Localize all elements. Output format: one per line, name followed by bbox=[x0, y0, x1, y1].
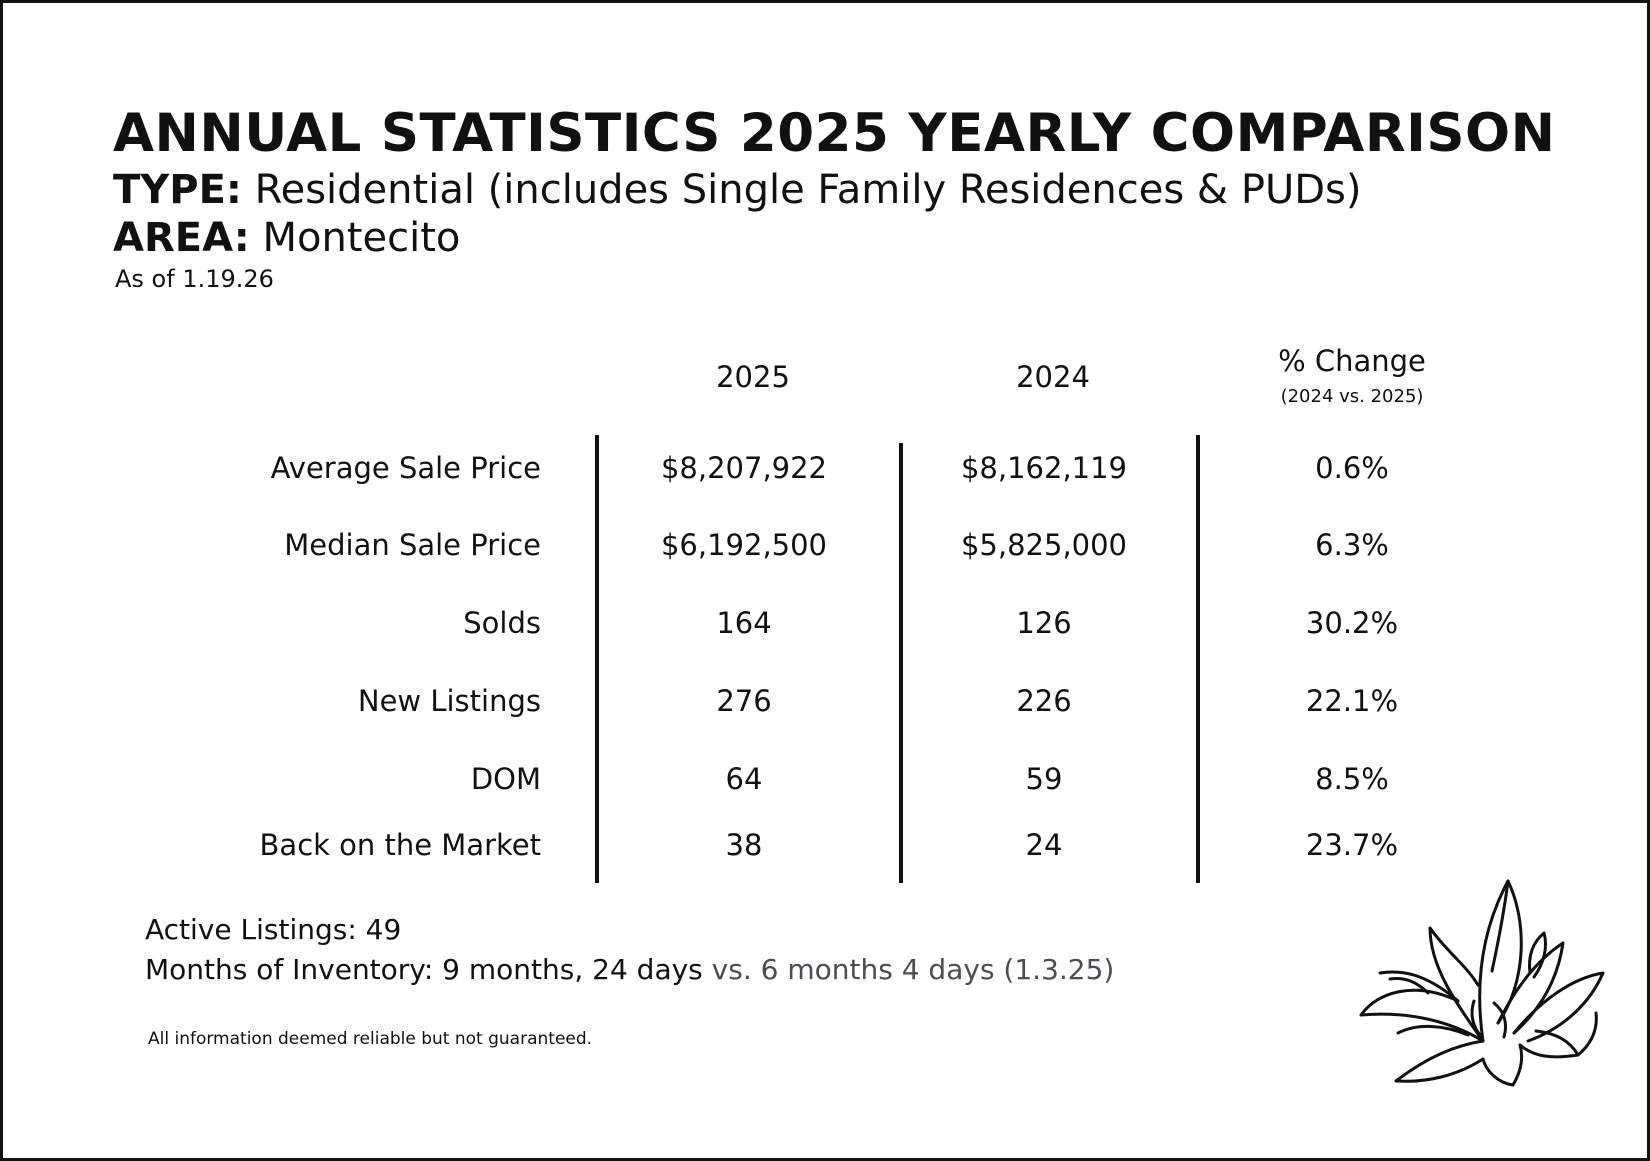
column-header-change: % Change bbox=[1278, 344, 1426, 378]
row-label: DOM bbox=[470, 762, 541, 796]
value-2024: 226 bbox=[1016, 684, 1072, 718]
value-2025: 164 bbox=[716, 606, 772, 640]
table-row: Average Sale Price $8,207,922 $8,162,119… bbox=[3, 448, 1650, 488]
table-row: New Listings 276 226 22.1% bbox=[3, 681, 1650, 721]
value-2025: 64 bbox=[725, 762, 763, 796]
type-line: TYPE: Residential (includes Single Famil… bbox=[113, 167, 1361, 213]
value-2025: 276 bbox=[716, 684, 772, 718]
months-of-inventory-current: Months of Inventory: 9 months, 24 days bbox=[145, 953, 703, 986]
months-of-inventory-compare: vs. 6 months 4 days (1.3.25) bbox=[702, 953, 1115, 986]
area-label: AREA: bbox=[113, 215, 250, 261]
value-2024: $5,825,000 bbox=[960, 528, 1128, 562]
page-title: ANNUAL STATISTICS 2025 YEARLY COMPARISON bbox=[113, 103, 1556, 164]
value-2025: 38 bbox=[725, 828, 763, 862]
value-change: 0.6% bbox=[1315, 451, 1389, 485]
column-divider bbox=[595, 435, 599, 883]
disclaimer: All information deemed reliable but not … bbox=[148, 1029, 593, 1049]
area-line: AREA: Montecito bbox=[113, 215, 460, 261]
column-header-change-subtitle: (2024 vs. 2025) bbox=[1280, 386, 1424, 407]
column-divider bbox=[1196, 435, 1200, 883]
value-change: 23.7% bbox=[1305, 828, 1399, 862]
value-2025: $8,207,922 bbox=[660, 451, 828, 485]
value-change: 6.3% bbox=[1315, 528, 1389, 562]
value-2024: $8,162,119 bbox=[960, 451, 1128, 485]
value-2025: $6,192,500 bbox=[660, 528, 828, 562]
type-value: Residential (includes Single Family Resi… bbox=[254, 167, 1362, 213]
table-row: DOM 64 59 8.5% bbox=[3, 759, 1650, 799]
row-label: Average Sale Price bbox=[270, 451, 541, 485]
column-divider bbox=[899, 443, 903, 883]
months-of-inventory: Months of Inventory: 9 months, 24 days v… bbox=[145, 953, 1114, 986]
type-label: TYPE: bbox=[113, 167, 242, 213]
value-2024: 126 bbox=[1016, 606, 1072, 640]
value-2024: 59 bbox=[1025, 762, 1063, 796]
column-header-2025: 2025 bbox=[716, 360, 790, 394]
row-label: Back on the Market bbox=[259, 828, 541, 862]
row-label: Solds bbox=[463, 606, 541, 640]
value-change: 30.2% bbox=[1305, 606, 1399, 640]
table-row: Median Sale Price $6,192,500 $5,825,000 … bbox=[3, 525, 1650, 565]
active-listings: Active Listings: 49 bbox=[145, 913, 402, 946]
area-value: Montecito bbox=[262, 215, 461, 261]
row-label: New Listings bbox=[357, 684, 541, 718]
value-change: 8.5% bbox=[1315, 762, 1389, 796]
table-row: Solds 164 126 30.2% bbox=[3, 603, 1650, 643]
table-row: Back on the Market 38 24 23.7% bbox=[3, 825, 1650, 865]
column-header-2024: 2024 bbox=[1016, 360, 1090, 394]
row-label: Median Sale Price bbox=[284, 528, 541, 562]
value-2024: 24 bbox=[1025, 828, 1063, 862]
magnolia-flower-icon bbox=[1359, 879, 1605, 1087]
value-change: 22.1% bbox=[1305, 684, 1399, 718]
as-of-date: As of 1.19.26 bbox=[115, 265, 274, 293]
